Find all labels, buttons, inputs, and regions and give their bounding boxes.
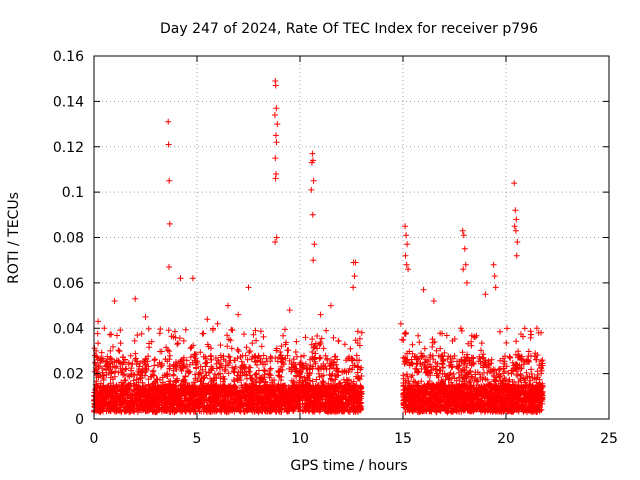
x-tick-label: 10 (291, 431, 309, 447)
x-tick-label: 25 (600, 431, 618, 447)
x-tick-label: 0 (90, 431, 99, 447)
x-tick-label: 15 (394, 431, 412, 447)
x-axis-label: GPS time / hours (290, 458, 407, 474)
y-axis-label: ROTI / TECUs (6, 192, 22, 284)
y-tick-label: 0.12 (53, 140, 84, 156)
y-tick-label: 0.04 (53, 321, 84, 337)
x-tick-label: 20 (497, 431, 515, 447)
y-tick-label: 0.08 (53, 231, 84, 247)
y-tick-label: 0.06 (53, 276, 84, 292)
y-tick-label: 0.16 (53, 49, 84, 65)
x-tick-label: 5 (193, 431, 202, 447)
y-tick-labels: 0 0.02 0.04 0.06 0.08 0.1 0.12 0.14 0.16 (53, 49, 84, 428)
y-tick-label: 0.1 (62, 185, 84, 201)
x-tick-labels: 0 5 10 15 20 25 (90, 431, 618, 447)
y-tick-label: 0.14 (53, 94, 84, 110)
chart-title: Day 247 of 2024, Rate Of TEC Index for r… (160, 21, 538, 37)
grid (94, 56, 609, 419)
roti-markers (91, 78, 546, 416)
data-points (91, 78, 546, 416)
y-tick-label: 0 (75, 412, 84, 428)
y-tick-label: 0.02 (53, 367, 84, 383)
axis-ticks (93, 55, 610, 420)
